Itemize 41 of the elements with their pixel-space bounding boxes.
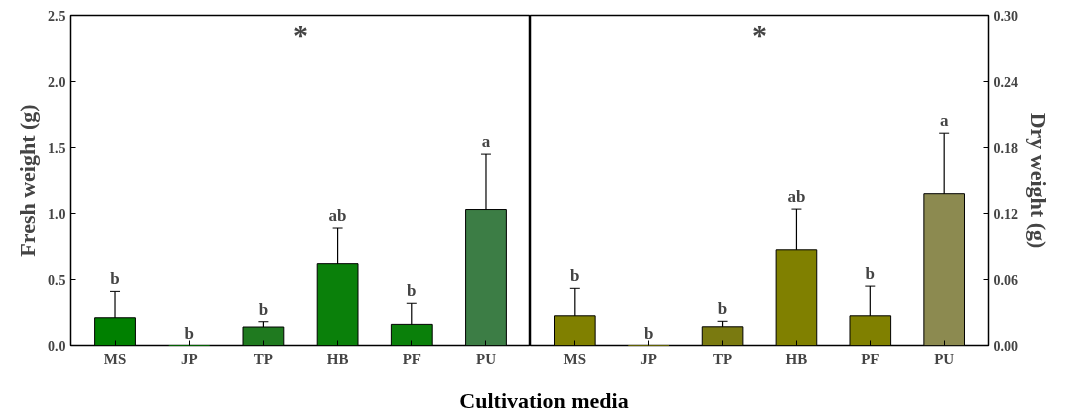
y-tick-label: 0.24 (993, 74, 1018, 90)
annotation: b (110, 269, 120, 289)
annotation: b (643, 323, 654, 343)
y-tick-label: 1.5 (48, 140, 66, 156)
x-tick-label: JP (180, 350, 198, 367)
x-tick-label: HB (785, 350, 808, 367)
annotation: b (258, 299, 269, 319)
annotation: a (481, 132, 491, 152)
y-tick-label: 0.18 (993, 140, 1018, 156)
annotation: b (717, 299, 728, 319)
annotation: * (752, 17, 767, 51)
y-tick-label: 0.0 (48, 338, 66, 354)
y-axis-title: Fresh weight (g) (15, 104, 40, 257)
annotation: * (293, 17, 308, 51)
x-tick-label: MS (563, 350, 587, 367)
x-tick-label: HB (326, 350, 349, 367)
annotation: b (184, 323, 194, 343)
x-axis-title: Cultivation media (459, 387, 629, 415)
x-tick-label: PU (475, 350, 497, 367)
annotation: ab (787, 187, 806, 207)
x-tick-label: MS (103, 350, 127, 367)
y-tick-label: 1.0 (48, 206, 66, 222)
y-tick-label: 0.00 (993, 338, 1018, 354)
x-tick-label: JP (640, 350, 658, 367)
y-tick-label: 2.5 (48, 8, 66, 24)
annotation: b (865, 264, 876, 284)
y-tick-label: 0.5 (48, 272, 66, 288)
x-tick-label: TP (712, 350, 733, 367)
annotation: a (939, 111, 949, 131)
x-tick-label: PF (861, 350, 880, 367)
y-tick-label: 0.12 (993, 206, 1018, 222)
annotation: b (407, 281, 417, 301)
x-tick-label: PU (934, 350, 955, 367)
y-axis-title: Dry weight (g) (1026, 112, 1051, 249)
y-tick-label: 2.0 (48, 74, 66, 90)
annotation: b (570, 266, 580, 286)
y-tick-label: 0.06 (993, 272, 1018, 288)
x-tick-label: PF (402, 350, 421, 367)
x-tick-label: TP (253, 350, 273, 367)
annotation: ab (328, 206, 347, 226)
y-tick-label: 0.30 (993, 8, 1018, 24)
